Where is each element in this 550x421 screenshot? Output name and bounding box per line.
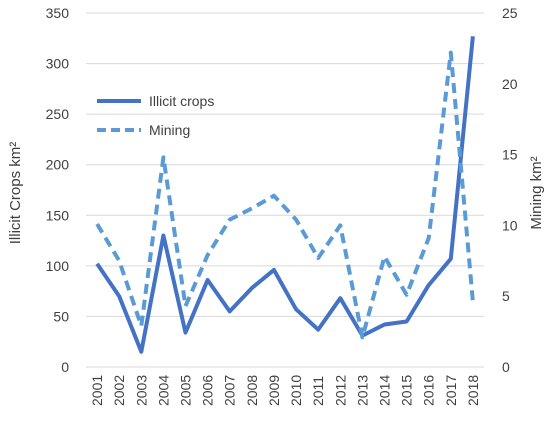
series-line-mining <box>95 50 475 340</box>
x-tick-label: 2005 <box>178 375 194 406</box>
x-tick-label: 2007 <box>222 375 238 406</box>
right-tick-label: 20 <box>502 76 518 92</box>
right-axis-title: Mining km² <box>528 156 545 229</box>
right-axis-ticks: 0 5 10 15 20 25 <box>502 5 518 375</box>
x-tick-label: 2003 <box>133 375 149 406</box>
left-tick-label: 100 <box>46 258 70 274</box>
left-tick-label: 0 <box>61 359 69 375</box>
x-tick-label: 2001 <box>89 375 105 406</box>
x-tick-label: 2012 <box>332 375 348 406</box>
x-tick-label: 2018 <box>465 375 481 406</box>
x-tick-label: 2008 <box>244 375 260 406</box>
legend-label-illicit-crops: Illicit crops <box>149 93 214 109</box>
x-tick-label: 2014 <box>377 375 393 406</box>
x-tick-label: 2009 <box>266 375 282 406</box>
right-tick-label: 0 <box>502 359 510 375</box>
x-tick-label: 2013 <box>354 375 370 406</box>
x-tick-label: 2002 <box>111 375 127 406</box>
left-tick-label: 150 <box>46 207 70 223</box>
left-tick-label: 300 <box>46 56 70 72</box>
series-layer <box>95 36 475 354</box>
left-tick-label: 350 <box>46 5 70 21</box>
left-tick-label: 200 <box>46 157 70 173</box>
left-axis-title: Illicit Crops km² <box>7 142 24 245</box>
right-tick-label: 25 <box>502 5 518 21</box>
series-line-illicit-crops <box>95 36 475 354</box>
x-axis-ticks: 2001 2002 2003 2004 2005 2006 2007 2008 2009 2010… <box>89 375 481 406</box>
legend-label-mining: Mining <box>149 122 190 138</box>
right-tick-label: 5 <box>502 288 510 304</box>
left-tick-label: 250 <box>46 106 70 122</box>
x-tick-label: 2017 <box>443 375 459 406</box>
right-tick-label: 10 <box>502 217 518 233</box>
left-tick-label: 50 <box>53 308 69 324</box>
x-tick-label: 2016 <box>421 375 437 406</box>
x-tick-label: 2010 <box>288 375 304 406</box>
x-tick-label: 2011 <box>310 376 326 406</box>
left-axis-ticks: 0 50 100 150 200 250 300 350 <box>46 5 70 375</box>
legend: Illicit crops Mining <box>97 93 214 138</box>
gridlines <box>86 12 484 317</box>
x-tick-label: 2004 <box>155 375 171 406</box>
x-tick-label: 2006 <box>200 375 216 406</box>
right-tick-label: 15 <box>502 147 518 163</box>
x-tick-label: 2015 <box>399 375 415 406</box>
